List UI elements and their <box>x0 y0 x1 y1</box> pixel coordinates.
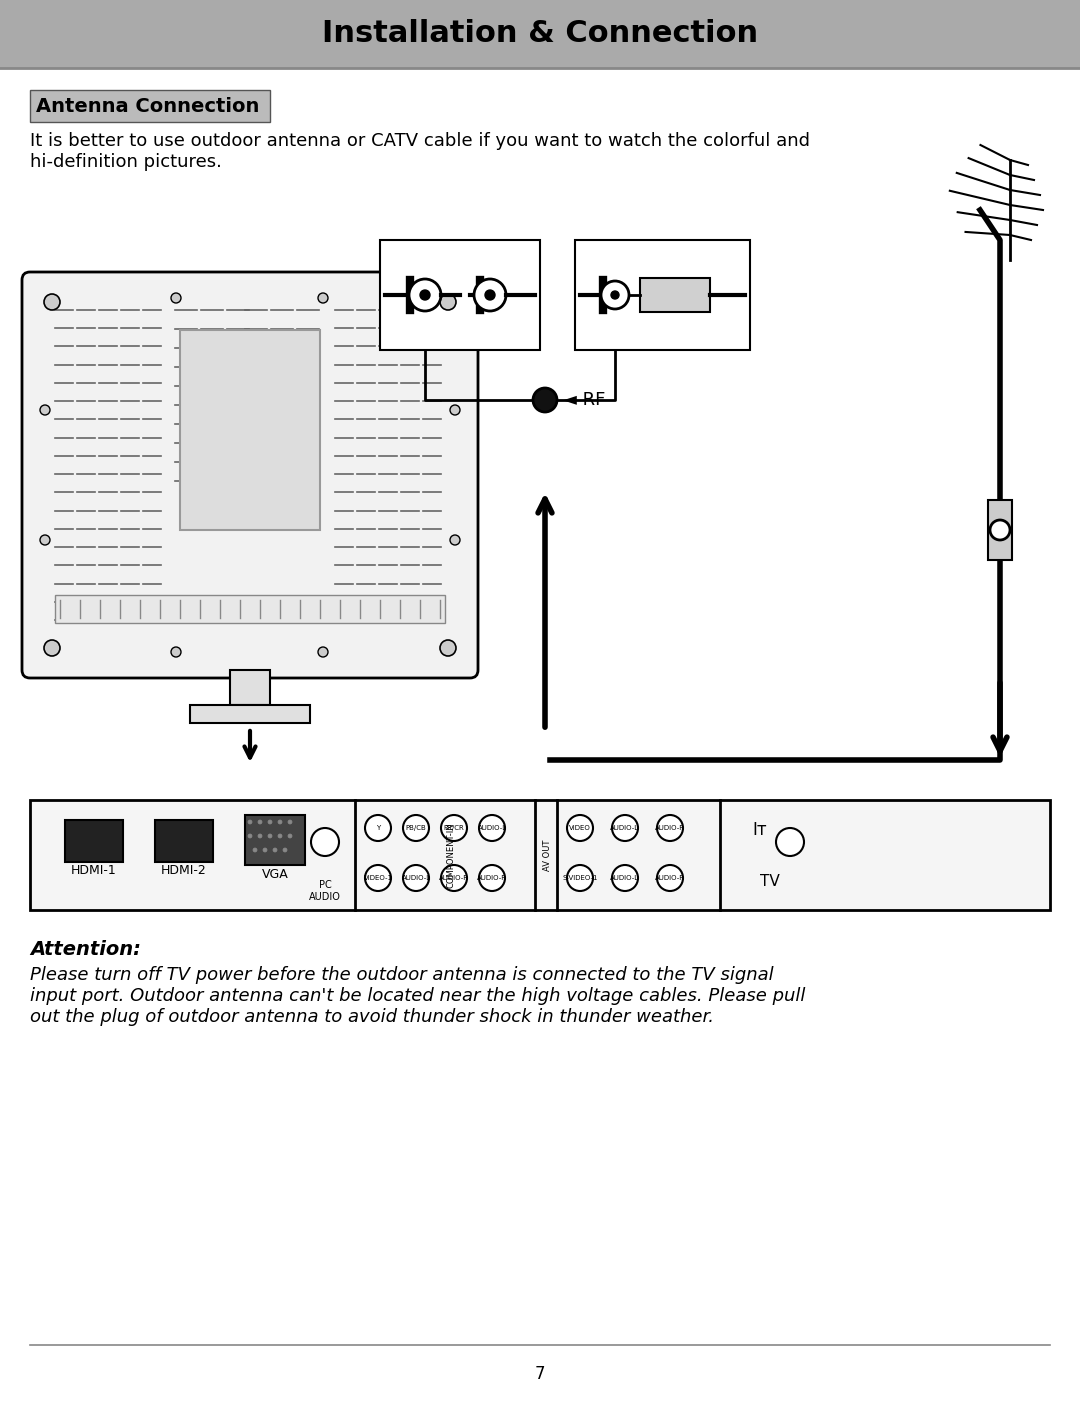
Circle shape <box>534 388 557 412</box>
Circle shape <box>44 294 60 310</box>
FancyBboxPatch shape <box>22 273 478 677</box>
Circle shape <box>612 865 638 890</box>
Text: VGA: VGA <box>261 869 288 882</box>
Circle shape <box>450 405 460 415</box>
Circle shape <box>403 815 429 841</box>
Text: VIDEO: VIDEO <box>569 825 591 831</box>
Circle shape <box>485 290 495 300</box>
Text: HDMI-1: HDMI-1 <box>71 863 117 876</box>
Circle shape <box>441 815 467 841</box>
Text: S-VIDEO-1: S-VIDEO-1 <box>563 875 597 880</box>
Text: AUDIO-R: AUDIO-R <box>654 825 685 831</box>
Circle shape <box>283 848 287 852</box>
Circle shape <box>258 819 262 824</box>
Circle shape <box>318 293 328 302</box>
Circle shape <box>171 293 181 302</box>
Circle shape <box>409 278 441 311</box>
Circle shape <box>990 520 1010 540</box>
Text: Please turn off TV power before the outdoor antenna is connected to the TV signa: Please turn off TV power before the outd… <box>30 966 806 1025</box>
Bar <box>380 240 540 349</box>
Circle shape <box>278 819 282 824</box>
Circle shape <box>474 278 507 311</box>
Text: HDMI-2: HDMI-2 <box>161 863 207 876</box>
Circle shape <box>288 834 292 838</box>
Bar <box>640 278 710 312</box>
Circle shape <box>480 815 505 841</box>
Text: AUDIO-L: AUDIO-L <box>402 875 431 880</box>
Text: Attention:: Attention: <box>30 940 140 959</box>
Circle shape <box>611 291 619 300</box>
Text: AUDIO-L: AUDIO-L <box>610 875 639 880</box>
Bar <box>156 819 213 862</box>
Circle shape <box>171 648 181 657</box>
Circle shape <box>44 640 60 656</box>
Circle shape <box>600 281 629 310</box>
Circle shape <box>40 535 50 545</box>
Circle shape <box>258 834 262 838</box>
Text: PC
AUDIO: PC AUDIO <box>309 880 341 902</box>
Text: AUDIO-R: AUDIO-R <box>654 875 685 880</box>
Circle shape <box>441 865 467 890</box>
Text: AUDIO-R: AUDIO-R <box>477 875 507 880</box>
Circle shape <box>268 834 272 838</box>
Bar <box>245 815 305 865</box>
Circle shape <box>273 848 276 852</box>
Text: PB/CB: PB/CB <box>406 825 427 831</box>
Text: AV OUT: AV OUT <box>542 839 552 870</box>
Circle shape <box>268 819 272 824</box>
Circle shape <box>612 815 638 841</box>
Circle shape <box>248 834 252 838</box>
Circle shape <box>657 815 683 841</box>
Circle shape <box>440 294 456 310</box>
Circle shape <box>264 848 267 852</box>
Circle shape <box>311 828 339 856</box>
Bar <box>575 240 750 349</box>
Bar <box>55 595 445 623</box>
Bar <box>180 329 320 530</box>
Text: Iт: Iт <box>753 821 767 839</box>
Text: AUDIO-L: AUDIO-L <box>477 825 507 831</box>
Text: 7: 7 <box>535 1365 545 1383</box>
Circle shape <box>777 828 804 856</box>
Text: PR/CR: PR/CR <box>444 825 464 831</box>
Bar <box>65 819 123 862</box>
Text: Y: Y <box>376 825 380 831</box>
Circle shape <box>567 865 593 890</box>
Circle shape <box>365 815 391 841</box>
Bar <box>30 799 1050 910</box>
Circle shape <box>450 535 460 545</box>
Bar <box>30 89 270 122</box>
Text: AUDIO-L: AUDIO-L <box>610 825 639 831</box>
Text: It is better to use outdoor antenna or CATV cable if you want to watch the color: It is better to use outdoor antenna or C… <box>30 132 810 170</box>
Circle shape <box>440 640 456 656</box>
Circle shape <box>278 834 282 838</box>
Circle shape <box>40 405 50 415</box>
Bar <box>230 670 270 704</box>
Circle shape <box>288 819 292 824</box>
Text: Installation & Connection: Installation & Connection <box>322 20 758 48</box>
Circle shape <box>420 290 430 300</box>
Text: AUDIO-R: AUDIO-R <box>438 875 469 880</box>
Bar <box>190 704 310 723</box>
Circle shape <box>318 648 328 657</box>
Text: TV: TV <box>760 875 780 889</box>
Circle shape <box>365 865 391 890</box>
Bar <box>988 500 1012 559</box>
Circle shape <box>657 865 683 890</box>
Bar <box>0 0 1080 68</box>
Circle shape <box>248 819 252 824</box>
Text: COMPONENT-IN: COMPONENT-IN <box>446 822 456 888</box>
Text: Antenna Connection: Antenna Connection <box>36 97 259 115</box>
Circle shape <box>253 848 257 852</box>
Text: ◄ RF: ◄ RF <box>563 391 606 409</box>
Circle shape <box>567 815 593 841</box>
Circle shape <box>480 865 505 890</box>
Circle shape <box>403 865 429 890</box>
Text: VIDEO-1: VIDEO-1 <box>364 875 392 880</box>
